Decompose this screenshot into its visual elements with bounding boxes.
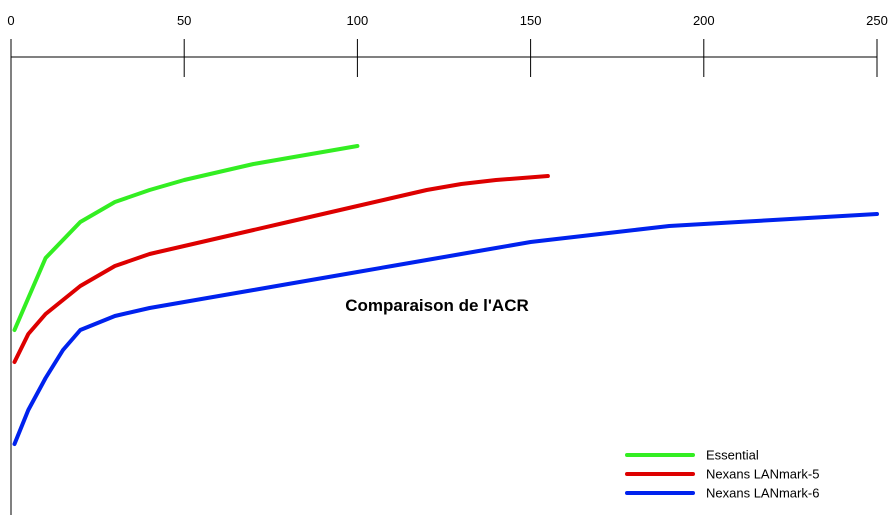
axes-group: 0 50 100 150 200 250 xyxy=(7,13,888,515)
legend-label-nexans-lanmark-5: Nexans LANmark-5 xyxy=(706,467,819,482)
series-line-essential xyxy=(12,144,360,332)
legend: Essential Nexans LANmark-5 Nexans LANmark-… xyxy=(625,448,819,501)
legend-label-essential: Essential xyxy=(706,448,759,463)
series-lines-group xyxy=(12,144,879,446)
chart-title: Comparaison de l'ACR xyxy=(345,296,529,315)
x-tick-label-50: 50 xyxy=(177,13,191,28)
x-tick-label-150: 150 xyxy=(520,13,542,28)
x-tick-label-100: 100 xyxy=(347,13,369,28)
series-line-nexans-lanmark-5 xyxy=(12,174,550,364)
x-tick-label-200: 200 xyxy=(693,13,715,28)
x-tick-label-250: 250 xyxy=(866,13,888,28)
x-tick-label-0: 0 xyxy=(7,13,14,28)
series-line-nexans-lanmark-6 xyxy=(12,212,879,446)
legend-label-nexans-lanmark-6: Nexans LANmark-6 xyxy=(706,486,819,501)
